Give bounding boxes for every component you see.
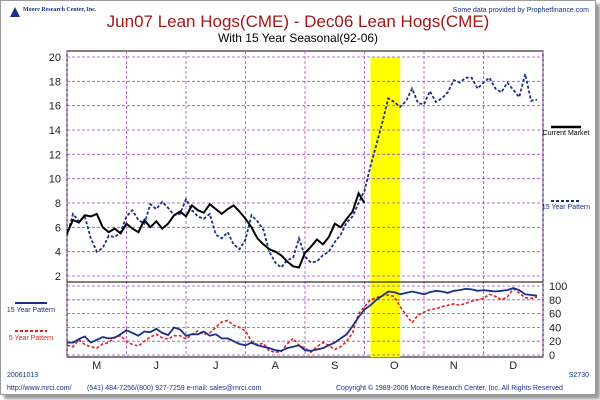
y-tick-label: 14: [49, 125, 61, 137]
x-tick-label: J: [213, 360, 219, 372]
y-tick-label: 18: [49, 76, 61, 88]
legend-label-15yr-top: 15 Year Pattern: [542, 204, 590, 211]
footer-contact: (541) 484-7256/(800) 927-7259 e-mail: sa…: [87, 385, 262, 392]
y-tick-label: 6: [55, 222, 61, 234]
x-tick-label: J: [154, 360, 160, 372]
x-tick-label: D: [509, 360, 517, 372]
chart-title: Jun07 Lean Hogs(CME) - Dec06 Lean Hogs(C…: [107, 12, 490, 31]
legend-15yr-top: 15 Year Pattern: [542, 200, 590, 211]
footer-date-code: 20061013: [7, 372, 38, 379]
y-tick-label: 10: [49, 174, 61, 186]
y-tick-label: 4: [55, 247, 61, 259]
footer-code: S2730: [569, 372, 589, 379]
y-tick-label-lower: 0: [549, 350, 555, 362]
x-tick-label: A: [272, 360, 280, 372]
x-tick-label: O: [390, 360, 399, 372]
chart-subtitle: With 15 Year Seasonal(92-06): [218, 31, 378, 45]
logo-mark-icon: [10, 7, 20, 17]
legend-label-5yr: 5 Year Pattern: [9, 335, 53, 342]
y-tick-label-lower: 100: [549, 281, 567, 293]
series-15-year-pattern-lower: [67, 287, 538, 352]
y-tick-label-lower: 20: [549, 336, 561, 348]
series-15-year-pattern: [66, 73, 538, 269]
logo-text: Moore Research Center, Inc.: [23, 7, 97, 13]
footer-copyright: Copyright © 1989-2006 Moore Research Cen…: [336, 384, 563, 392]
legend-current-market: Current Market: [543, 125, 590, 137]
seasonal-highlight-window: [370, 57, 401, 282]
seasonal-chart: Moore Research Center, Inc. Jun07 Lean H…: [7, 7, 590, 392]
y-tick-label: 2: [55, 271, 61, 283]
footer-website[interactable]: http://www.mrci.com/: [7, 385, 72, 392]
y-tick-label-lower: 60: [549, 309, 561, 321]
legend-label-current: Current Market: [543, 130, 590, 137]
source-note: Some data provided by Prophetfinance.com: [453, 7, 589, 14]
top-y-axis-ticks: 2 4 6 8 10 12 14 16 18 20: [49, 52, 61, 283]
grid: [66, 51, 544, 357]
series-current-market: [66, 190, 366, 269]
logo: Moore Research Center, Inc.: [10, 7, 97, 17]
y-tick-label: 8: [55, 198, 61, 210]
x-tick-label: M: [92, 360, 101, 372]
legend-5yr: 5 Year Pattern: [9, 330, 53, 342]
y-tick-label: 16: [49, 101, 61, 113]
y-tick-label-lower: 80: [549, 295, 561, 307]
x-tick-label: S: [331, 360, 338, 372]
bottom-panel-series: [66, 287, 538, 354]
x-tick-label: N: [450, 360, 458, 372]
legend-15yr-bottom: 15 Year Pattern: [7, 302, 55, 314]
y-tick-label: 12: [49, 149, 61, 161]
y-tick-label-lower: 40: [549, 322, 561, 334]
legend-label-15yr-bottom: 15 Year Pattern: [7, 307, 55, 314]
y-tick-label: 20: [49, 52, 61, 64]
top-panel-series: [66, 73, 538, 269]
